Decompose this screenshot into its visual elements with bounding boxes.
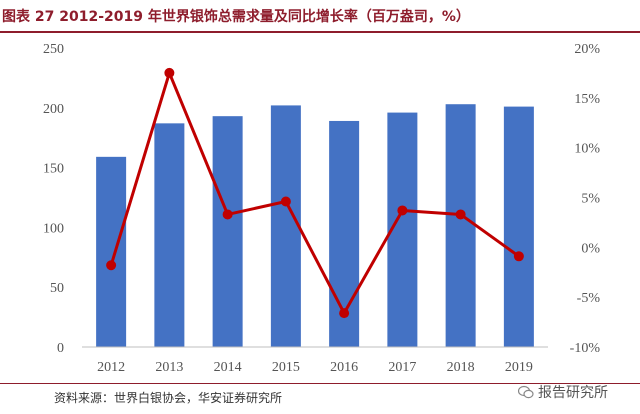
y-right-tick-label: 15%: [574, 92, 600, 107]
footer-divider: [0, 383, 640, 384]
growth-line-series: [106, 67, 524, 319]
growth-line: [109, 71, 520, 315]
bar-2018: [445, 104, 476, 347]
y-left-tick-label: 200: [43, 102, 64, 117]
y-right-tick-label: 0%: [581, 241, 600, 256]
x-tick-label: 2017: [388, 360, 416, 375]
bar-2013: [154, 123, 185, 348]
wechat-icon: [518, 385, 534, 399]
y-axis-left: 0 50 100 150 200 250: [43, 42, 64, 356]
watermark: 报告研究所: [518, 382, 608, 402]
growth-point-2015: [280, 196, 291, 207]
y-left-tick-label: 50: [50, 281, 64, 296]
bar-2012: [96, 156, 127, 347]
bar-2019: [503, 106, 534, 347]
y-left-tick-label: 250: [43, 42, 64, 57]
y-right-tick-label: 5%: [581, 192, 600, 207]
x-tick-label: 2013: [155, 360, 183, 375]
growth-point-2019: [513, 251, 524, 262]
growth-point-2014: [222, 209, 233, 220]
growth-point-2013: [164, 67, 175, 78]
x-tick-label: 2018: [447, 360, 475, 375]
chart: 2012 2013 2014 2015 2016 2017 2018 2019 0 50 100 1…: [43, 42, 601, 375]
growth-point-2018: [455, 209, 466, 220]
y-left-tick-label: 0: [57, 341, 64, 356]
y-right-tick-label: 20%: [574, 42, 600, 57]
growth-point-2012: [106, 260, 117, 271]
y-right-tick-label: 10%: [574, 142, 600, 157]
y-right-tick-label: -5%: [577, 291, 601, 306]
bar-2014: [212, 116, 243, 347]
chart-title: 图表 27 2012-2019 年世界银饰总需求量及同比增长率（百万盎司，%）: [2, 9, 470, 25]
bar-series: [96, 104, 534, 348]
growth-point-2016: [339, 308, 350, 319]
growth-point-2017: [397, 205, 408, 216]
y-axis-right: -10% -5% 0% 5% 10% 15% 20%: [570, 42, 601, 356]
source-note: 资料来源：世界白银协会，华安证券研究所: [54, 391, 283, 405]
x-axis: 2012 2013 2014 2015 2016 2017 2018 2019: [82, 346, 548, 375]
x-tick-label: 2012: [97, 360, 125, 375]
y-right-tick-label: -10%: [570, 341, 601, 356]
title-divider: [0, 31, 640, 33]
watermark-text: 报告研究所: [538, 385, 608, 401]
y-left-tick-label: 150: [43, 162, 64, 177]
x-tick-label: 2016: [330, 360, 358, 375]
bar-2015: [270, 105, 301, 348]
y-left-tick-label: 100: [43, 221, 64, 236]
x-tick-label: 2014: [214, 360, 242, 375]
x-tick-label: 2015: [272, 360, 300, 375]
x-tick-label: 2019: [505, 360, 533, 375]
